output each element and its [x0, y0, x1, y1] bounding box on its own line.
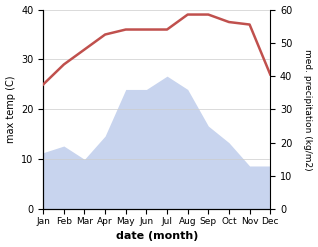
Y-axis label: max temp (C): max temp (C)	[5, 76, 16, 143]
X-axis label: date (month): date (month)	[115, 231, 198, 242]
Y-axis label: med. precipitation (kg/m2): med. precipitation (kg/m2)	[303, 49, 313, 170]
